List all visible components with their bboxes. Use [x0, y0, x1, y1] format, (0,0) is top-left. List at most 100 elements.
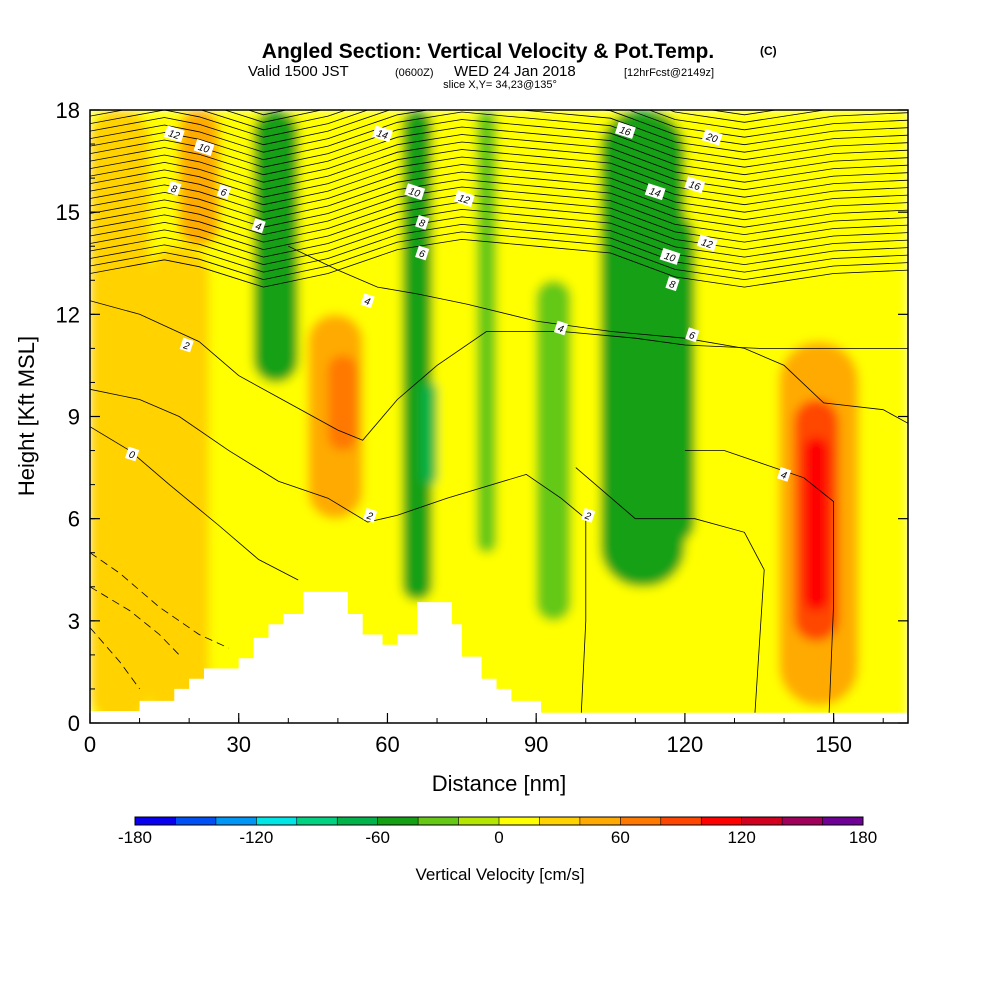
chart-title-suffix: (C) — [760, 44, 777, 58]
contour-label-text: 14 — [648, 186, 662, 200]
contour-label-text: 16 — [618, 125, 632, 139]
terrain-mask — [90, 591, 908, 723]
contour-line — [90, 388, 587, 723]
contour-label-text: 12 — [457, 193, 471, 207]
colorbar-label: Vertical Velocity [cm/s] — [415, 865, 584, 884]
contour-label: 14 — [644, 183, 666, 200]
contour-label: 6 — [685, 327, 700, 342]
colorbar-tick-label: 0 — [494, 828, 503, 847]
contour-line — [90, 300, 908, 441]
contour-label-text: 4 — [556, 323, 565, 335]
contour-label: 8 — [167, 180, 182, 196]
velocity-region — [149, 246, 209, 723]
colorbar-swatch — [256, 817, 298, 825]
contour-label-text: 12 — [167, 128, 181, 142]
slice-label: slice X,Y= 34,23@135° — [443, 79, 557, 91]
x-tick-label: 0 — [84, 732, 96, 757]
contour-label: 12 — [163, 125, 185, 142]
contour-line — [90, 586, 180, 656]
contour-line — [90, 110, 908, 146]
y-tick-label: 0 — [68, 711, 80, 736]
contour-label-text: 16 — [687, 179, 701, 193]
colorbar-swatch — [499, 817, 540, 825]
contour-label: 2 — [179, 337, 194, 353]
contour-label-text: 6 — [687, 330, 696, 342]
contour-label: 8 — [415, 214, 430, 230]
contour-line — [90, 110, 908, 153]
colorbar-swatch — [215, 817, 257, 825]
valid-utc-label: (0600Z) — [395, 67, 434, 79]
valid-date-label: WED 24 Jan 2018 — [454, 63, 576, 80]
contour-label: 8 — [665, 276, 680, 291]
contour-line — [90, 110, 908, 138]
contour-label-text: 2 — [181, 340, 191, 353]
contour-label-text: 8 — [668, 279, 677, 291]
velocity-region — [645, 212, 695, 546]
contour-label-text: 6 — [219, 187, 228, 199]
contour-line — [90, 216, 908, 266]
colorbar-swatch — [539, 817, 581, 825]
contour-label-text: 12 — [700, 237, 714, 251]
contour-label: 4 — [360, 293, 375, 308]
x-tick-label: 120 — [667, 732, 704, 757]
contour-label: 6 — [415, 245, 430, 261]
contour-label: 4 — [777, 466, 792, 482]
contour-line — [90, 134, 908, 183]
contour-line — [90, 164, 908, 213]
contour-line — [90, 126, 908, 176]
contour-line — [90, 186, 908, 236]
y-tick-label: 15 — [56, 200, 80, 225]
contour-line — [90, 426, 299, 581]
colorbar: -180 -120 -60 0 60 120 180 — [118, 816, 877, 847]
contour-label-text: 0 — [127, 449, 136, 461]
contour-line — [90, 238, 908, 288]
colorbar-swatch — [620, 817, 662, 825]
contour-line — [90, 171, 908, 221]
y-tick-label: 6 — [68, 507, 80, 532]
colorbar-swatch — [782, 817, 824, 825]
contour-label-text: 4 — [363, 296, 372, 308]
x-axis-label: Distance [nm] — [432, 771, 567, 796]
x-tick-label: 150 — [815, 732, 852, 757]
colorbar-swatch — [701, 817, 743, 825]
contour-label: 16 — [614, 121, 636, 139]
y-axis: 0 3 6 9 12 15 18 — [56, 98, 908, 736]
contour-line — [90, 223, 908, 273]
contour-line — [288, 245, 908, 424]
contour-label-text: 2 — [582, 510, 592, 523]
contour-line — [90, 110, 908, 131]
colorbar-swatch — [296, 817, 338, 825]
velocity-region — [253, 110, 299, 383]
colorbar-swatch — [175, 817, 217, 825]
contour-line — [90, 179, 908, 228]
contour-label-text: 8 — [169, 184, 178, 196]
velocity-region — [536, 280, 571, 621]
colorbar-swatch — [822, 817, 864, 825]
contour-label: 0 — [125, 446, 140, 462]
contour-label-text: 6 — [417, 248, 426, 260]
y-axis-label: Height [Kft MSL] — [14, 336, 39, 496]
chart-title: Angled Section: Vertical Velocity & Pot.… — [262, 40, 714, 63]
colorbar-swatch — [660, 817, 702, 825]
contour-line — [575, 467, 765, 723]
colorbar-tick-label: 60 — [611, 828, 630, 847]
contour-label-text: 10 — [197, 142, 211, 156]
colorbar-tick-label: 120 — [727, 828, 755, 847]
contour-line — [90, 156, 908, 206]
vertical-velocity-field — [90, 110, 908, 723]
colorbar-swatch — [579, 817, 621, 825]
velocity-region — [90, 110, 908, 723]
x-tick-label: 90 — [524, 732, 548, 757]
x-tick-label: 30 — [226, 732, 250, 757]
contour-label-text: 2 — [364, 510, 374, 523]
contour-label-text: 8 — [417, 218, 426, 230]
x-axis: 0 30 60 90 120 150 — [84, 713, 884, 757]
contour-label: 12 — [696, 234, 718, 251]
contour-label: 10 — [659, 247, 681, 265]
contour-label: 4 — [553, 320, 569, 336]
colorbar-swatch — [377, 817, 419, 825]
contour-label: 10 — [193, 139, 215, 156]
